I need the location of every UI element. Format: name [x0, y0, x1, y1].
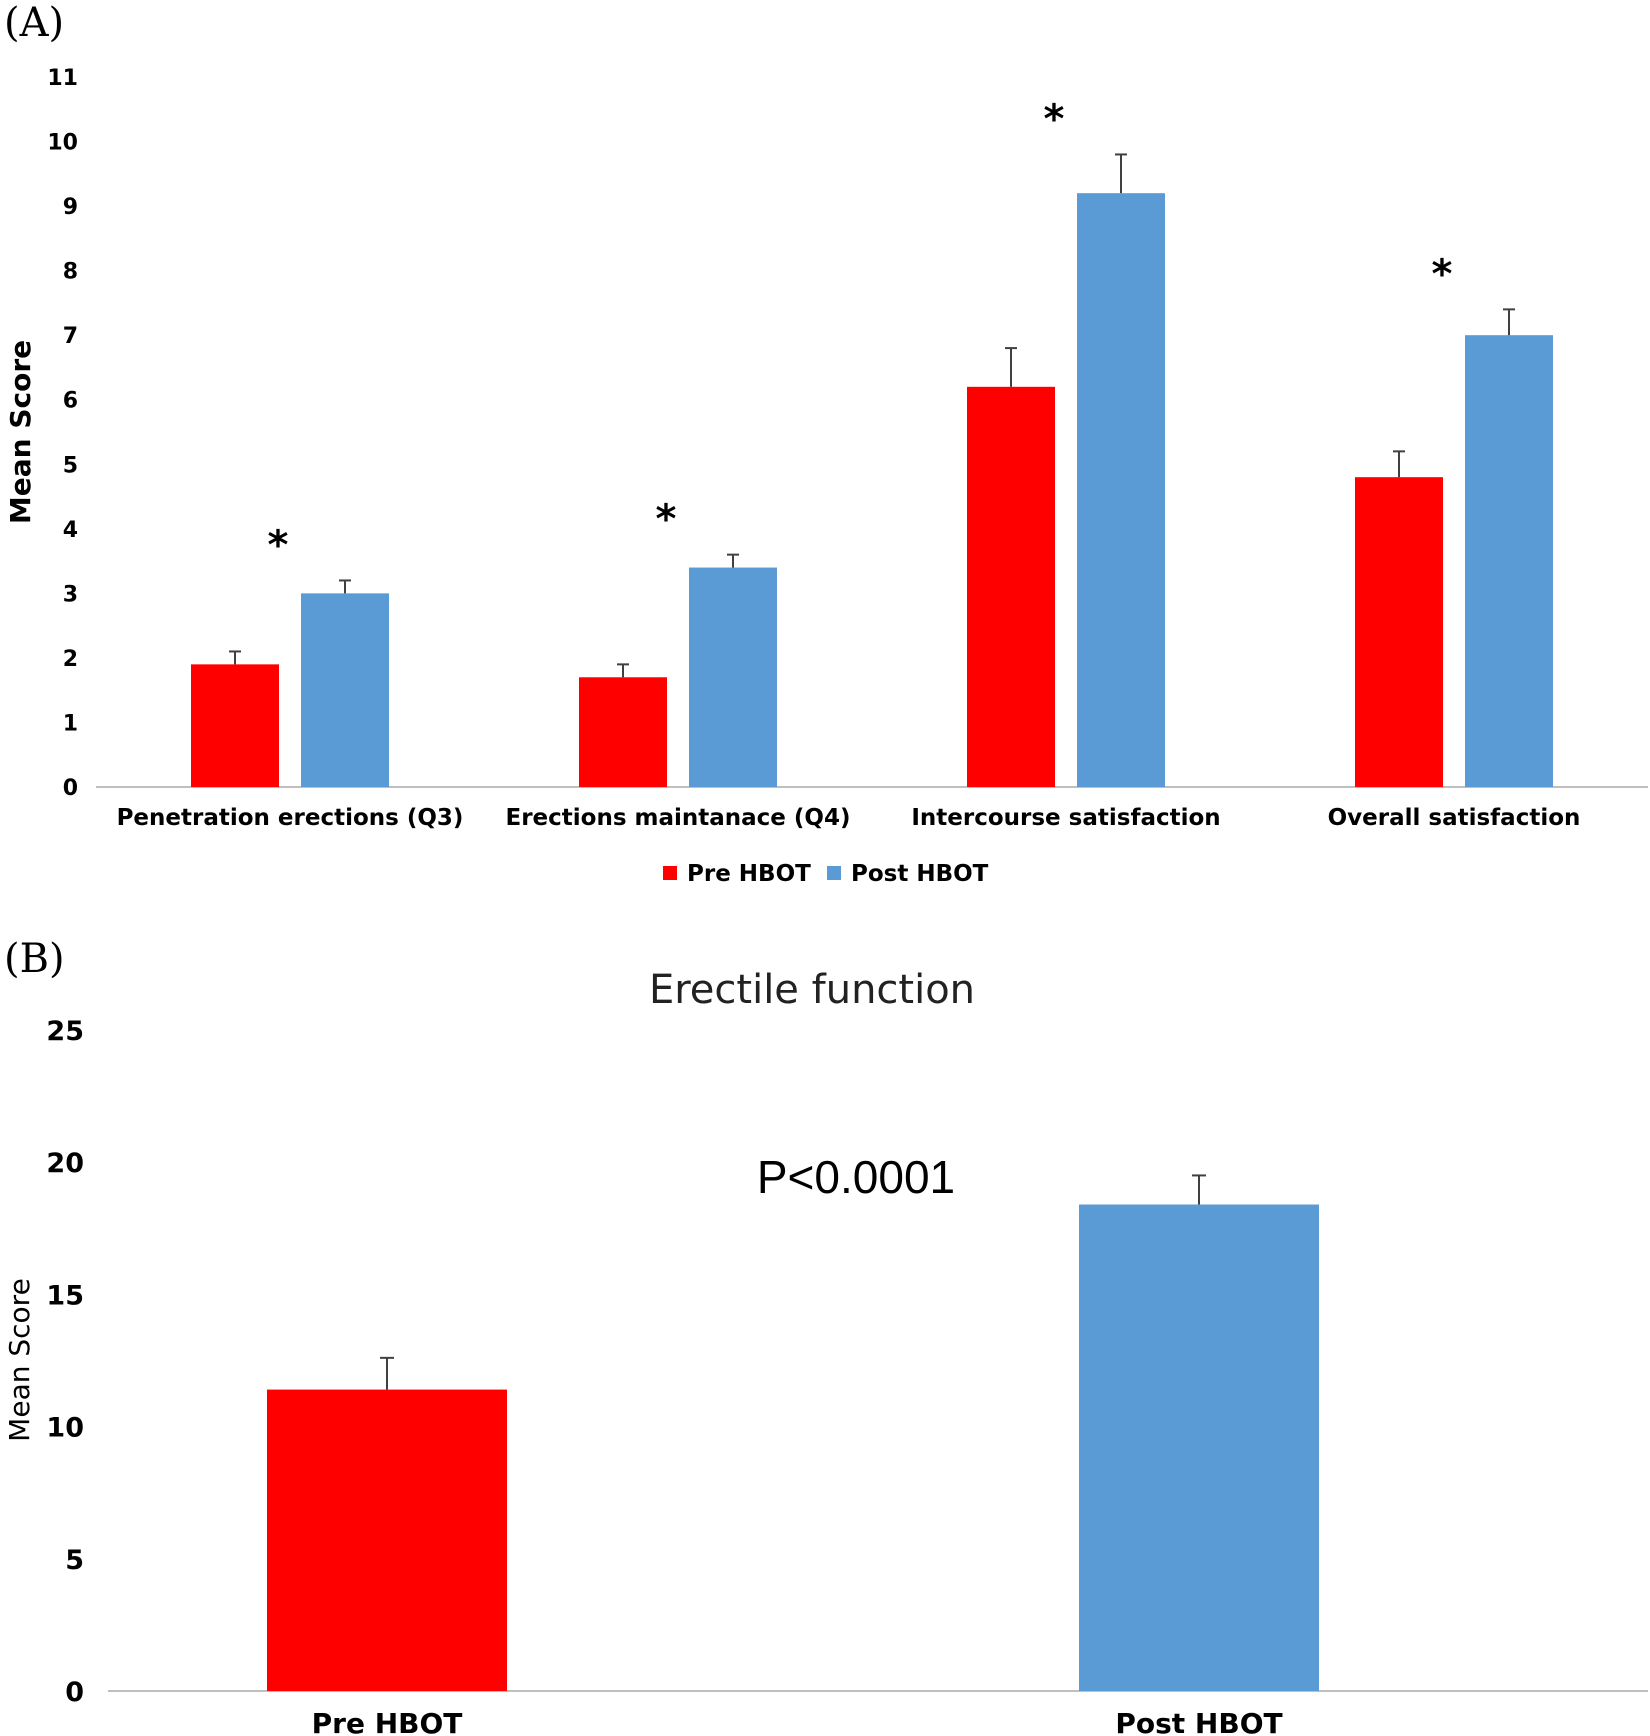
legend-swatch-post — [827, 866, 841, 880]
panel-b-category-label: Pre HBOT — [312, 1707, 463, 1736]
panel-b-ytick-label: 5 — [65, 1545, 84, 1576]
legend-label-pre: Pre HBOT — [687, 861, 811, 887]
panel-a-category-label: Penetration erections (Q3) — [117, 805, 464, 831]
significance-star: * — [1044, 96, 1065, 142]
panel-b-title: Erectile function — [649, 967, 975, 1013]
panel-a-ytick-label: 2 — [63, 647, 78, 672]
panel-a-bar-post — [1077, 193, 1165, 787]
panel-a-ytick-label: 5 — [63, 453, 78, 478]
significance-star: * — [1432, 251, 1453, 297]
panel-b-category-label: Post HBOT — [1115, 1707, 1282, 1736]
panel-a-category-label: Overall satisfaction — [1328, 805, 1581, 831]
panel-b-ytick-label: 0 — [65, 1677, 84, 1708]
panel-b-chart: Erectile function P<0.0001 Mean Score 0 5… — [3, 967, 1648, 1736]
panel-b-ytick-label: 20 — [46, 1148, 84, 1179]
panel-a-bar-pre — [1355, 477, 1443, 787]
panel-b-ylabel: Mean Score — [3, 1278, 36, 1442]
panel-a-ytick-label: 11 — [47, 66, 78, 91]
panel-a-ytick-label: 0 — [63, 776, 78, 801]
panel-a-bar-pre — [579, 677, 667, 787]
panel-a-ytick-label: 7 — [63, 324, 78, 349]
panel-a-legend: Pre HBOT Post HBOT — [663, 861, 989, 887]
legend-swatch-pre — [663, 866, 677, 880]
panel-a-category-label: Erections maintanace (Q4) — [505, 805, 850, 831]
panel-a-chart: Mean Score 0 1 2 3 4 5 6 7 8 9 10 11 * Penetration er… — [4, 66, 1648, 887]
panel-b-ytick-label: 15 — [46, 1280, 84, 1311]
panel-b-ytick-label: 10 — [46, 1413, 84, 1444]
panel-a-ytick-label: 3 — [63, 582, 78, 607]
panel-a-ytick-label: 6 — [63, 389, 78, 414]
panel-b-ytick-label: 25 — [46, 1016, 84, 1047]
panel-a-bar-post — [1465, 335, 1553, 787]
panel-a-ytick-label: 10 — [47, 131, 78, 156]
panel-a-bar-post — [689, 567, 777, 787]
panel-a-ytick-label: 1 — [63, 711, 78, 736]
panel-a-bar-post — [301, 593, 389, 787]
panel-a-ytick-label: 9 — [63, 195, 78, 220]
panel-b-bar-pre — [267, 1389, 507, 1691]
legend-label-post: Post HBOT — [851, 861, 989, 887]
panel-a-bar-pre — [967, 386, 1055, 787]
panel-a-ytick-label: 8 — [63, 260, 78, 285]
significance-star: * — [268, 522, 289, 568]
panel-a-ylabel: Mean Score — [4, 340, 37, 524]
p-value-annotation: P<0.0001 — [757, 1151, 955, 1203]
panel-a-ytick-label: 4 — [63, 518, 78, 543]
panel-a-category-label: Intercourse satisfaction — [911, 805, 1220, 831]
panel-a-label: (A) — [4, 0, 64, 46]
panel-a-bar-pre — [191, 664, 279, 787]
significance-star: * — [656, 497, 677, 543]
panel-b-bar-post — [1079, 1204, 1319, 1691]
panel-b-label: (B) — [4, 936, 65, 982]
